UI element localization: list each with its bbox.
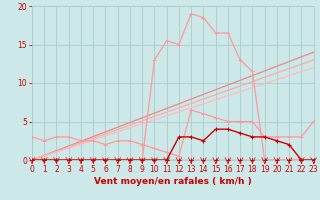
X-axis label: Vent moyen/en rafales ( km/h ): Vent moyen/en rafales ( km/h ) (94, 177, 252, 186)
